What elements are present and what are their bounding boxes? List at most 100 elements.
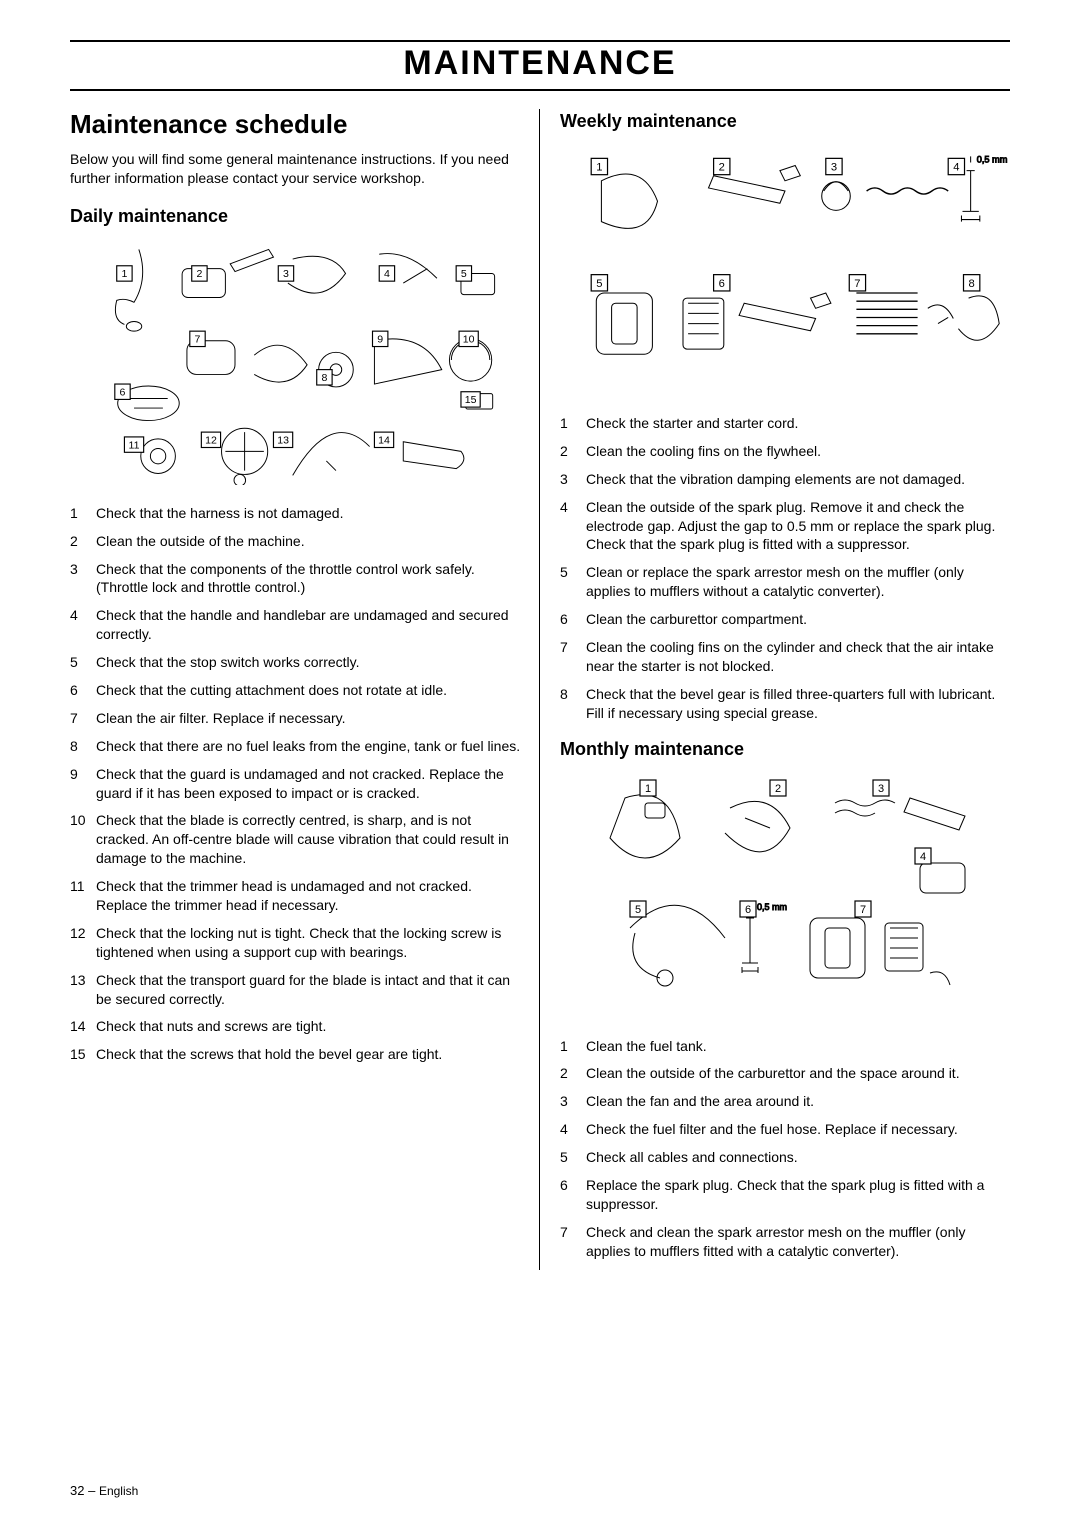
list-text: Check and clean the spark arrestor mesh …	[586, 1223, 1010, 1261]
svg-text:4: 4	[920, 850, 926, 862]
svg-text:1: 1	[121, 268, 127, 280]
list-text: Check that the transport guard for the b…	[96, 971, 525, 1009]
weekly-heading: Weekly maintenance	[560, 111, 1010, 132]
list-number: 11	[70, 877, 96, 915]
svg-text:6: 6	[745, 903, 751, 915]
list-item: 3Clean the fan and the area around it.	[560, 1092, 1010, 1111]
svg-text:7: 7	[195, 333, 201, 345]
list-text: Check that the screws that hold the beve…	[96, 1045, 442, 1064]
list-text: Check that the components of the throttl…	[96, 560, 525, 598]
list-item: 3Check that the components of the thrott…	[70, 560, 525, 598]
list-item: 6Clean the carburettor compartment.	[560, 610, 1010, 629]
list-text: Clean or replace the spark arrestor mesh…	[586, 563, 1010, 601]
list-text: Check that the trimmer head is undamaged…	[96, 877, 525, 915]
list-item: 10Check that the blade is correctly cent…	[70, 811, 525, 868]
list-item: 2Clean the outside of the machine.	[70, 532, 525, 551]
two-column-layout: Maintenance schedule Below you will find…	[70, 109, 1010, 1270]
list-number: 4	[560, 498, 586, 555]
list-number: 8	[560, 685, 586, 723]
svg-text:6: 6	[719, 278, 725, 290]
list-number: 1	[70, 504, 96, 523]
list-number: 7	[560, 1223, 586, 1261]
list-item: 11Check that the trimmer head is undamag…	[70, 877, 525, 915]
svg-text:3: 3	[831, 162, 837, 174]
list-item: 1Clean the fuel tank.	[560, 1037, 1010, 1056]
list-item: 5Clean or replace the spark arrestor mes…	[560, 563, 1010, 601]
svg-text:2: 2	[719, 162, 725, 174]
column-right: Weekly maintenance 0,5 mm 1	[540, 109, 1010, 1270]
list-item: 13Check that the transport guard for the…	[70, 971, 525, 1009]
list-number: 9	[70, 765, 96, 803]
list-text: Check the starter and starter cord.	[586, 414, 798, 433]
list-number: 6	[560, 1176, 586, 1214]
list-number: 2	[560, 442, 586, 461]
list-number: 2	[70, 532, 96, 551]
list-number: 1	[560, 1037, 586, 1056]
list-item: 4Check the fuel filter and the fuel hose…	[560, 1120, 1010, 1139]
list-text: Check that the vibration damping element…	[586, 470, 965, 489]
list-text: Check that the stop switch works correct…	[96, 653, 360, 672]
list-item: 9Check that the guard is undamaged and n…	[70, 765, 525, 803]
list-item: 6Replace the spark plug. Check that the …	[560, 1176, 1010, 1214]
list-text: Clean the cooling fins on the flywheel.	[586, 442, 821, 461]
list-text: Clean the cooling fins on the cylinder a…	[586, 638, 1010, 676]
list-item: 4Clean the outside of the spark plug. Re…	[560, 498, 1010, 555]
svg-text:9: 9	[377, 333, 383, 345]
list-item: 7Check and clean the spark arrestor mesh…	[560, 1223, 1010, 1261]
list-item: 14Check that nuts and screws are tight.	[70, 1017, 525, 1036]
svg-text:13: 13	[277, 434, 289, 446]
list-item: 1Check the starter and starter cord.	[560, 414, 1010, 433]
svg-text:2: 2	[196, 268, 202, 280]
svg-text:4: 4	[384, 268, 390, 280]
list-item: 15Check that the screws that hold the be…	[70, 1045, 525, 1064]
list-text: Clean the fuel tank.	[586, 1037, 707, 1056]
list-text: Check that the harness is not damaged.	[96, 504, 343, 523]
svg-text:1: 1	[596, 162, 602, 174]
list-number: 4	[70, 606, 96, 644]
svg-text:6: 6	[120, 386, 126, 398]
intro-paragraph: Below you will find some general mainten…	[70, 150, 525, 188]
list-text: Check the fuel filter and the fuel hose.…	[586, 1120, 958, 1139]
list-item: 6Check that the cutting attachment does …	[70, 681, 525, 700]
list-text: Check that nuts and screws are tight.	[96, 1017, 326, 1036]
list-text: Clean the fan and the area around it.	[586, 1092, 814, 1111]
list-number: 6	[560, 610, 586, 629]
svg-text:5: 5	[635, 903, 641, 915]
column-left: Maintenance schedule Below you will find…	[70, 109, 540, 1270]
list-number: 5	[560, 563, 586, 601]
rule-under-title	[70, 89, 1010, 91]
svg-text:3: 3	[878, 782, 884, 794]
footer-page-number: 32	[70, 1483, 84, 1498]
daily-list: 1Check that the harness is not damaged.2…	[70, 504, 525, 1064]
weekly-diagram: 0,5 mm 1 2 3 4 5 6 7 8	[560, 140, 1010, 395]
list-number: 10	[70, 811, 96, 868]
list-item: 8Check that there are no fuel leaks from…	[70, 737, 525, 756]
svg-text:10: 10	[463, 333, 475, 345]
weekly-callouts: 1 2 3 4 5 6 7 8	[591, 158, 980, 291]
list-text: Check that the cutting attachment does n…	[96, 681, 447, 700]
list-number: 5	[560, 1148, 586, 1167]
list-number: 3	[560, 1092, 586, 1111]
list-text: Check that the bevel gear is filled thre…	[586, 685, 1010, 723]
svg-text:0,5 mm: 0,5 mm	[757, 902, 787, 912]
section-heading: Maintenance schedule	[70, 109, 525, 140]
list-number: 4	[560, 1120, 586, 1139]
daily-callouts: 1 2 3 4 5 6 7 8 9 10 11 12 13 14 15	[115, 266, 480, 453]
list-item: 2Clean the outside of the carburettor an…	[560, 1064, 1010, 1083]
list-number: 15	[70, 1045, 96, 1064]
list-item: 5Check that the stop switch works correc…	[70, 653, 525, 672]
list-number: 7	[70, 709, 96, 728]
list-number: 12	[70, 924, 96, 962]
list-text: Check that the guard is undamaged and no…	[96, 765, 525, 803]
list-text: Clean the outside of the machine.	[96, 532, 305, 551]
list-text: Check that the handle and handlebar are …	[96, 606, 525, 644]
list-number: 3	[70, 560, 96, 598]
list-number: 3	[560, 470, 586, 489]
svg-text:8: 8	[969, 278, 975, 290]
list-text: Clean the outside of the spark plug. Rem…	[586, 498, 1010, 555]
page-title: MAINTENANCE	[70, 42, 1010, 89]
footer-sep: –	[84, 1483, 98, 1498]
list-item: 3Check that the vibration damping elemen…	[560, 470, 1010, 489]
list-text: Clean the outside of the carburettor and…	[586, 1064, 960, 1083]
svg-text:5: 5	[461, 268, 467, 280]
